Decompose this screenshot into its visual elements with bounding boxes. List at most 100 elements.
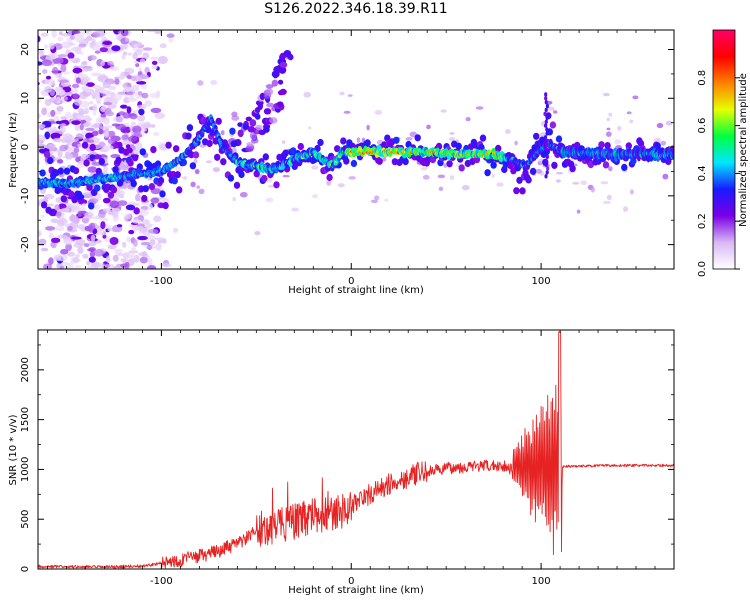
snr-x-tick-label: 100 [532,576,551,587]
noise-cell [88,256,96,263]
spike-cell [543,111,547,117]
noise-cell [149,239,156,246]
branch-cell [251,138,259,144]
ridge-halo [192,151,200,159]
ridge-halo [112,166,119,174]
noise-cell [49,97,59,104]
noise-cell [73,147,80,153]
spike-cell [544,119,548,124]
noise-cell [89,154,96,160]
noise-cell [166,33,175,38]
noise-cell [100,93,107,97]
noise-cell [56,253,68,262]
noise-cell [57,36,64,42]
noise-cell [461,185,470,191]
ridge-halo [83,159,90,167]
noise-cell [88,247,96,252]
ridge-halo [484,169,491,177]
noise-cell [420,166,428,171]
ridge-halo [405,140,412,149]
noise-cell [100,221,106,230]
noise-cell [137,115,146,122]
ridge-halo [133,207,140,215]
noise-cell [555,179,561,183]
noise-cell [210,80,218,85]
spike-cell [544,139,548,144]
noise-cell [56,105,64,112]
spectrogram-x-tick-label: -100 [150,276,173,287]
branch-cell [242,124,250,130]
noise-cell [132,226,140,231]
ridge-halo [94,184,101,192]
noise-cell [127,52,133,56]
noise-cell [98,129,104,135]
snr-line [38,331,674,569]
noise-cell [103,131,110,138]
noise-cell [113,265,122,269]
noise-cell [39,48,44,57]
noise-cell [366,124,370,131]
noise-cell [93,154,102,160]
noise-cell [449,137,455,142]
noise-cell [32,71,36,78]
noise-cell [443,163,448,168]
noise-cell [62,133,73,141]
noise-cell [405,137,413,141]
noise-cell [89,222,96,231]
noise-cell [122,83,128,89]
spike-cell [544,123,548,128]
noise-cell [82,60,88,65]
noise-cell [142,47,153,51]
ridge-halo [214,153,221,161]
noise-cell [61,41,72,49]
branch-cell [249,119,257,127]
spike-cell [544,107,548,113]
noise-cell [339,91,345,96]
branch-cell [276,101,284,107]
noise-cell [82,192,93,197]
noise-cell [43,44,49,49]
ridge-halo [170,170,177,179]
ridge-halo [122,148,130,156]
noise-cell [265,197,274,203]
noise-cell [88,101,94,105]
snr-frame [37,329,675,570]
ridge-halo [458,164,465,172]
noise-cell [232,197,236,202]
noise-cell [337,183,345,188]
noise-cell [660,140,667,146]
colorbar-gradient [712,29,736,270]
noise-cell [94,249,104,257]
noise-cell [83,122,90,127]
noise-cell [121,134,129,141]
noise-cell [84,211,94,218]
noise-cell [103,166,109,173]
spike-cell [544,162,548,167]
noise-cell [102,41,113,45]
noise-cell [116,224,123,228]
ridge-halo [227,174,235,182]
branch-cell [279,88,287,95]
noise-cell [91,91,101,99]
branch-cell [266,102,275,108]
noise-cell [54,204,60,211]
spectrogram-y-tick-label: -20 [20,236,31,252]
noise-cell [72,93,79,99]
noise-cell [38,159,41,166]
noise-cell [75,254,80,258]
noise-cell [85,127,95,132]
noise-cell [91,72,101,77]
noise-cell [126,213,131,220]
noise-cell [606,194,612,201]
noise-cell [606,131,612,137]
noise-cell [87,166,98,173]
noise-cell [27,136,36,144]
noise-cell [115,116,123,123]
noise-cell [50,218,59,223]
noise-cell [606,127,611,131]
noise-cell [128,250,139,254]
noise-cell [47,143,56,149]
ridge-halo [598,141,605,149]
